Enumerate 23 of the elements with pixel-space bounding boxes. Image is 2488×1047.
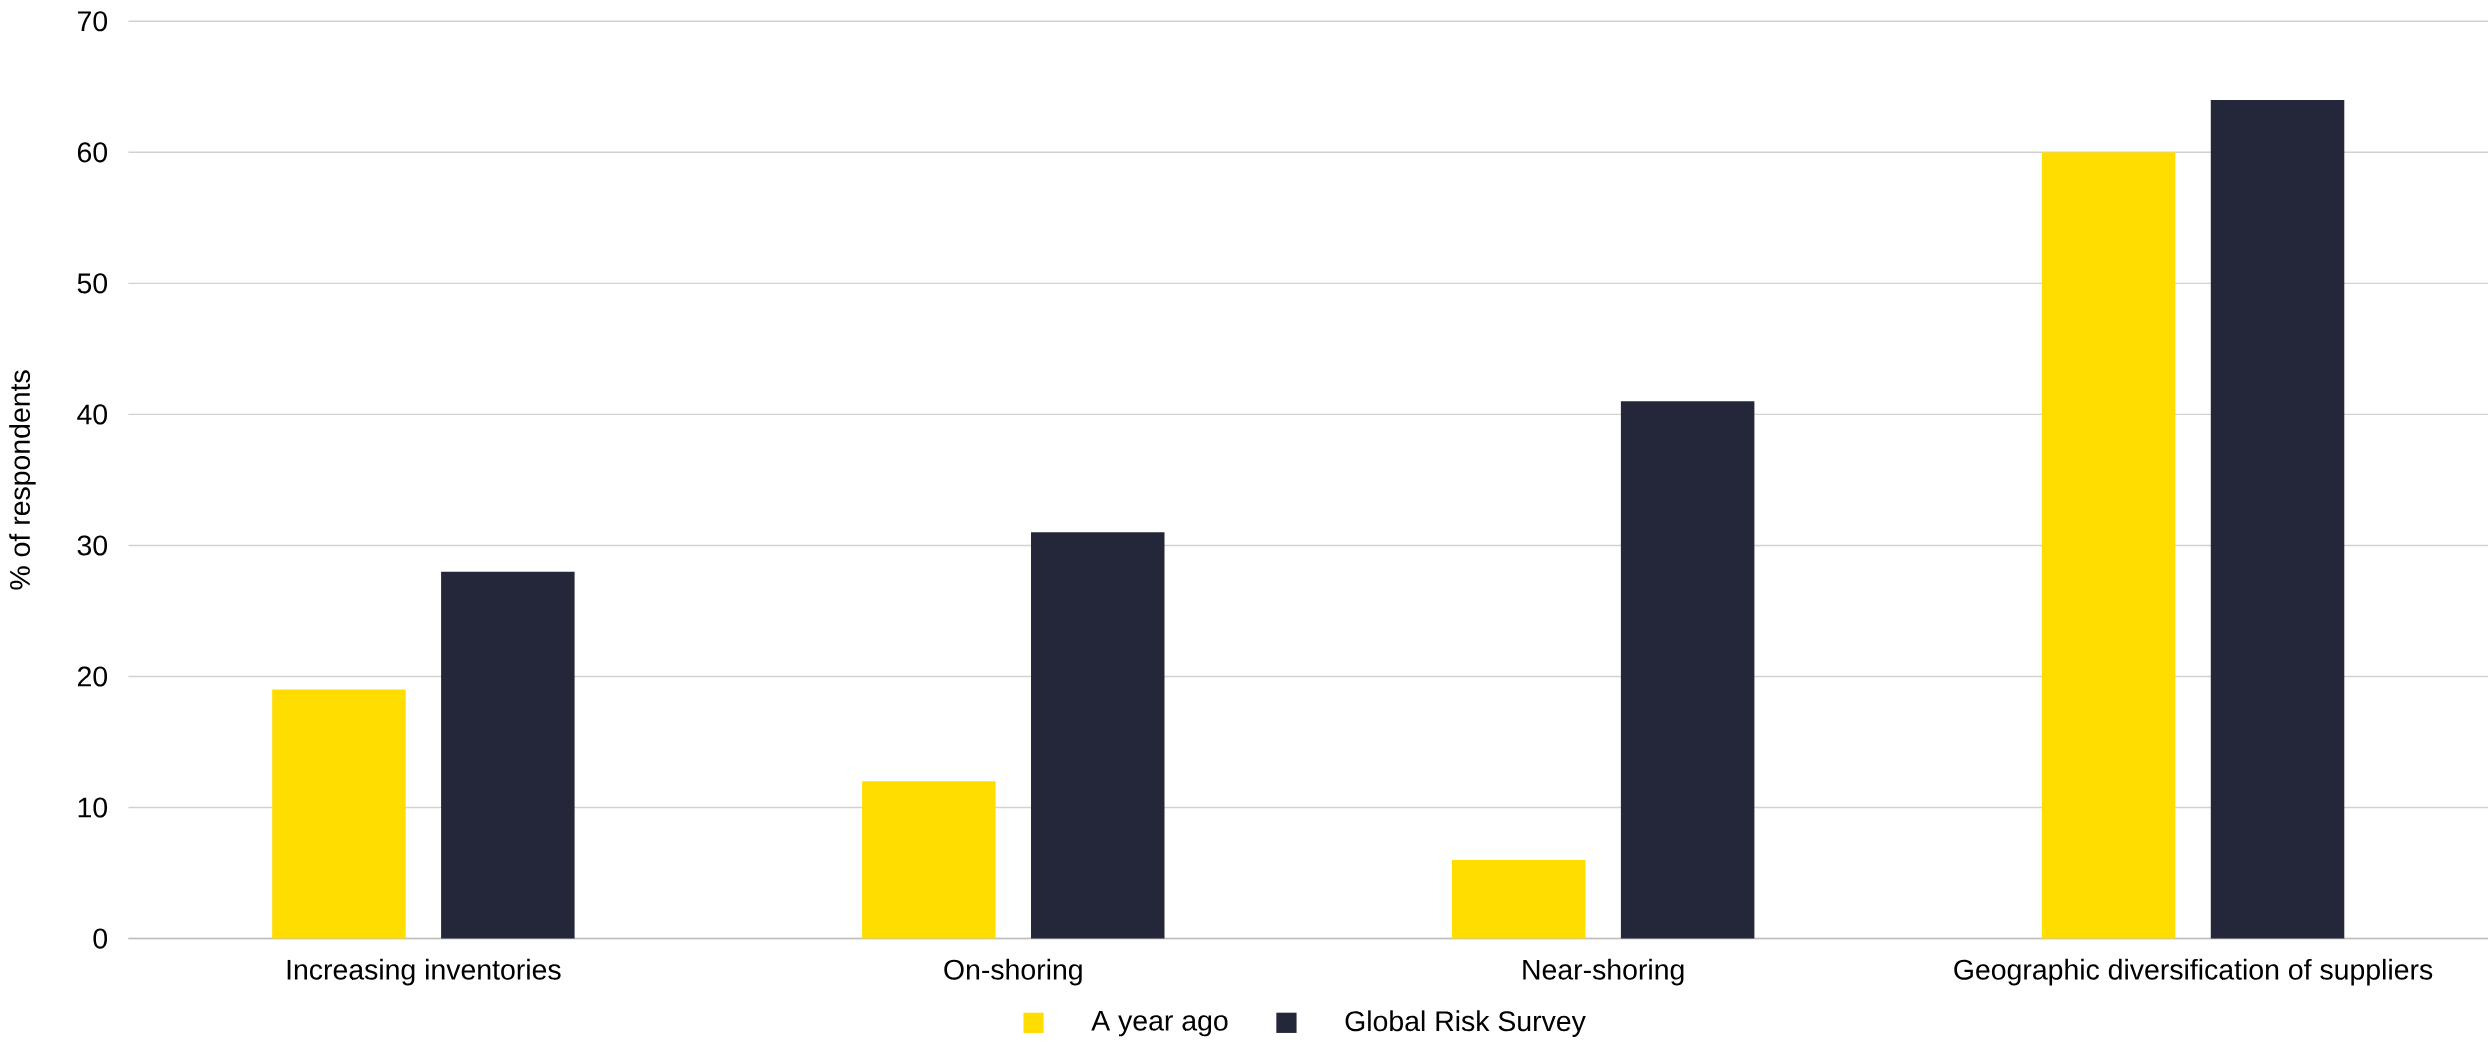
bar — [272, 689, 406, 939]
bar — [1620, 401, 1755, 939]
y-tick-label: 10 — [78, 797, 108, 818]
y-tick-label: 0 — [93, 928, 108, 949]
y-tick-label: 20 — [77, 666, 108, 687]
x-tick-label: Geographic diversification of suppliers — [1954, 958, 2433, 986]
bar — [2041, 152, 2176, 939]
x-tick-label: Near-shoring — [1523, 958, 1684, 986]
x-tick-label: Increasing inventories — [287, 958, 561, 986]
y-tick-label: 60 — [77, 142, 108, 163]
bar — [862, 781, 996, 939]
y-tick-label: 70 — [77, 11, 108, 32]
legend-label: Global Risk Survey — [1345, 1010, 1586, 1037]
x-tick-label: On-shoring — [944, 958, 1082, 986]
bar — [1451, 860, 1586, 939]
bar — [1031, 532, 1165, 939]
y-tick-label: 30 — [77, 535, 108, 556]
y-tick-label: 40 — [77, 404, 108, 425]
y-axis-title: % of respondents — [9, 370, 36, 590]
bar — [2210, 100, 2345, 939]
bar — [441, 571, 575, 939]
y-tick-label: 50 — [77, 273, 108, 294]
legend-label: A year ago — [1091, 1010, 1228, 1037]
